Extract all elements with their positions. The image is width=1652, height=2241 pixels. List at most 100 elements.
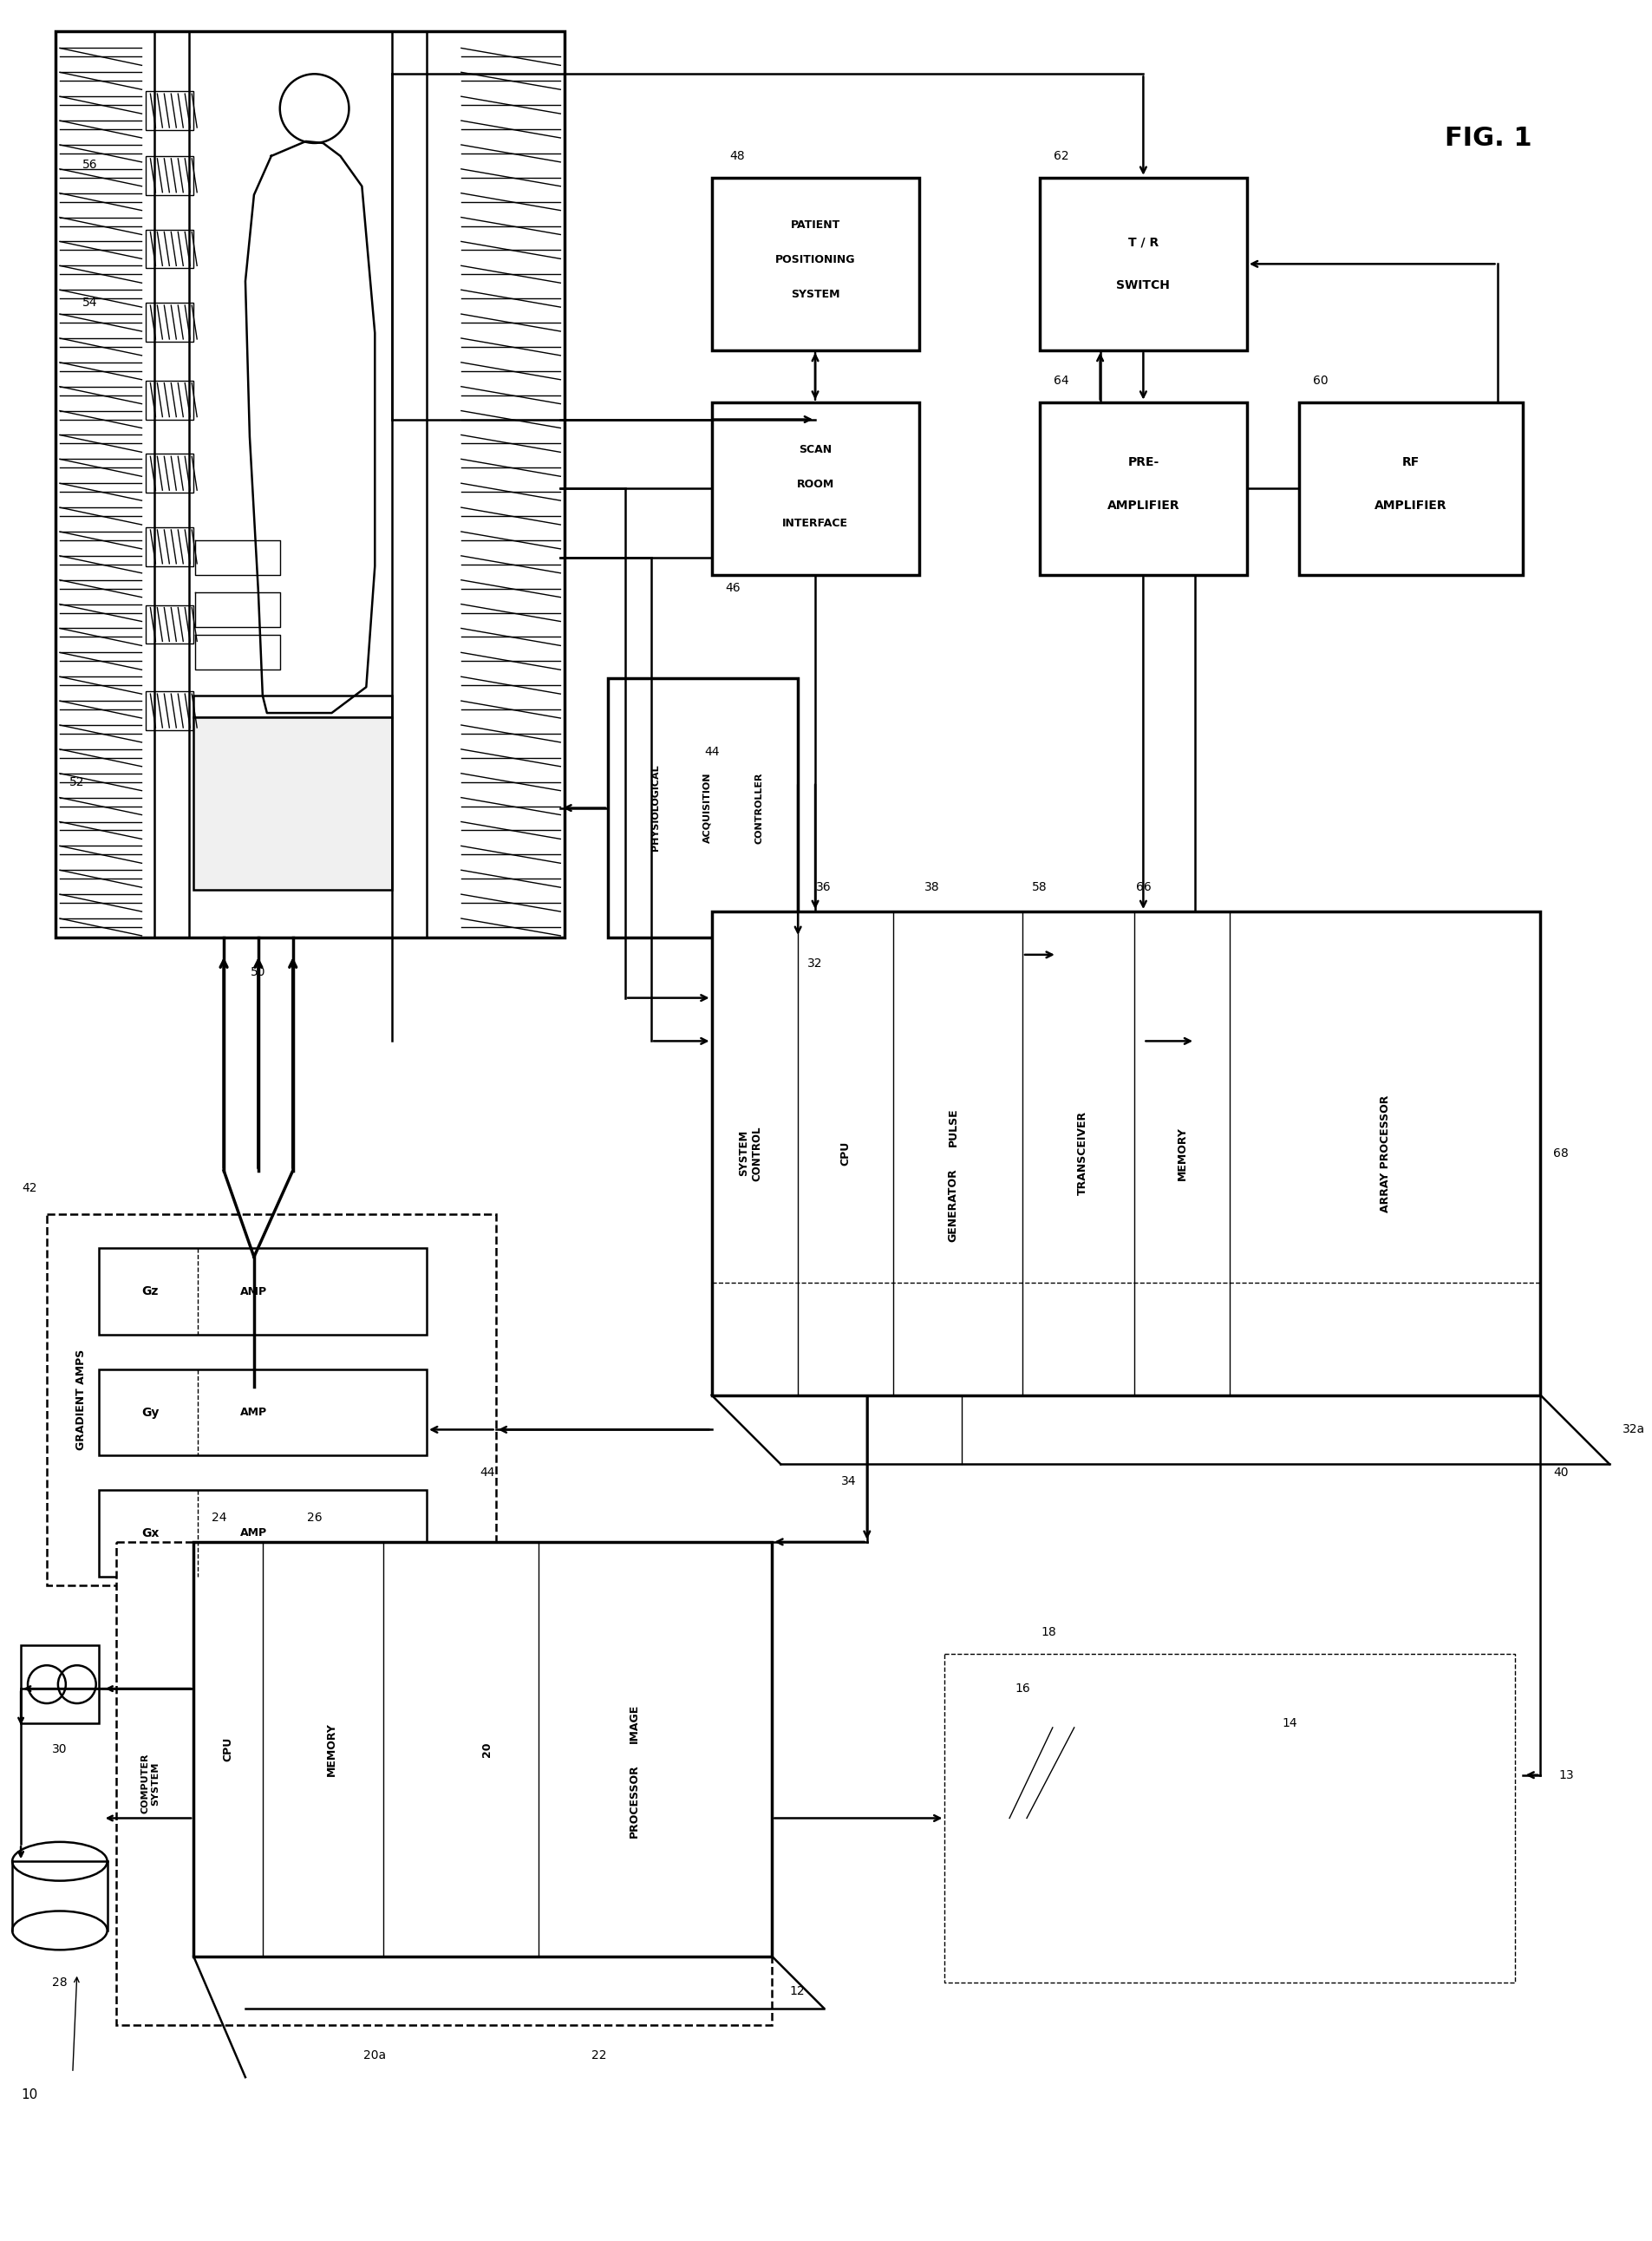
Bar [712,177,919,350]
Bar [1242,1788,1267,1813]
Text: TRANSCEIVER: TRANSCEIVER [1077,1112,1089,1194]
Bar [980,1696,1170,1938]
Text: 50: 50 [251,966,266,977]
Bar [1039,401,1247,574]
Bar [1279,1858,1303,1880]
Bar [193,695,392,717]
Text: FIG. 1: FIG. 1 [1446,125,1533,152]
Text: SWITCH: SWITCH [1117,280,1170,291]
Text: 48: 48 [730,150,745,161]
Bar [1298,401,1523,574]
Bar [1279,1822,1303,1847]
Text: 36: 36 [816,881,831,894]
Text: PROCESSOR: PROCESSOR [628,1764,639,1838]
Bar [145,692,193,731]
Bar [145,527,193,567]
Text: ARRAY PROCESSOR: ARRAY PROCESSOR [1379,1094,1391,1212]
Text: ROOM: ROOM [796,480,834,491]
Bar [116,1542,771,2026]
Text: T / R: T / R [1128,235,1158,249]
Text: Gy: Gy [142,1407,159,1419]
Bar [1424,1752,1449,1777]
Text: 28: 28 [53,1977,68,1988]
Bar [1315,1752,1340,1777]
Text: 32: 32 [808,957,823,970]
Text: AMP: AMP [241,1528,268,1540]
Bar [1242,1752,1267,1777]
Text: 32a: 32a [1622,1423,1645,1436]
Bar [193,717,392,890]
Bar [1351,1788,1376,1813]
Text: 42: 42 [21,1181,36,1194]
Text: RF: RF [1403,457,1419,468]
Bar [99,1248,426,1336]
Bar [712,401,919,574]
Text: CONTROLLER: CONTROLLER [755,773,763,843]
Text: Gz: Gz [142,1286,159,1298]
Bar [1279,1752,1303,1777]
Bar [608,679,798,937]
Text: 52: 52 [69,775,84,789]
Text: 44: 44 [704,746,719,757]
Text: 60: 60 [1313,374,1328,388]
Bar [145,92,193,130]
Text: 56: 56 [83,159,97,170]
Text: GRADIENT AMPS: GRADIENT AMPS [76,1349,88,1450]
Bar [1279,1788,1303,1813]
Bar [1388,1858,1412,1880]
Text: 20: 20 [481,1741,492,1757]
Bar [145,229,193,269]
Text: 38: 38 [923,881,940,894]
Text: 44: 44 [479,1466,494,1479]
Text: 18: 18 [1041,1627,1056,1638]
Bar [145,605,193,643]
Bar [945,1654,1515,1983]
Bar [56,31,565,937]
Text: MEMORY: MEMORY [1176,1127,1188,1181]
Text: PRE-: PRE- [1128,457,1160,468]
Bar [1001,1719,1143,1878]
Text: 13: 13 [1559,1768,1574,1782]
Text: GENERATOR: GENERATOR [948,1168,960,1242]
Bar [1388,1788,1412,1813]
Text: 40: 40 [1553,1466,1569,1479]
Bar [145,455,193,493]
Text: MEMORY: MEMORY [325,1723,337,1775]
Bar [712,912,1540,1396]
Text: 24: 24 [211,1513,226,1524]
Bar [1315,1822,1340,1847]
Bar [1315,1858,1340,1880]
Text: COMPUTER
SYSTEM: COMPUTER SYSTEM [140,1752,160,1813]
Text: 14: 14 [1282,1717,1298,1730]
Bar [1351,1858,1376,1880]
Bar [1424,1858,1449,1880]
Text: SYSTEM
CONTROL: SYSTEM CONTROL [738,1125,763,1181]
Bar [1229,1741,1480,1905]
Text: 54: 54 [83,296,97,309]
Text: 16: 16 [1014,1683,1031,1694]
Text: AMPLIFIER: AMPLIFIER [1374,500,1447,511]
Text: 12: 12 [790,1986,805,1997]
Text: AMP: AMP [241,1286,268,1298]
Bar [145,303,193,341]
Text: 46: 46 [725,583,740,594]
Bar [145,157,193,195]
Text: 10: 10 [21,2089,38,2102]
Bar [145,381,193,419]
Bar [99,1369,426,1454]
Bar [99,1490,426,1575]
Text: 30: 30 [53,1743,68,1755]
Bar [1315,1788,1340,1813]
Bar [1424,1822,1449,1847]
Text: CPU: CPU [839,1141,851,1165]
Bar [1424,1788,1449,1813]
Text: CPU: CPU [223,1737,233,1761]
Text: 66: 66 [1135,881,1151,894]
Text: SYSTEM: SYSTEM [791,289,839,300]
Bar [21,1645,99,1723]
Text: SCAN: SCAN [798,444,831,455]
Text: PATIENT: PATIENT [790,220,839,231]
Text: PULSE: PULSE [948,1107,960,1147]
Text: 68: 68 [1553,1147,1569,1159]
Bar [1039,177,1247,350]
